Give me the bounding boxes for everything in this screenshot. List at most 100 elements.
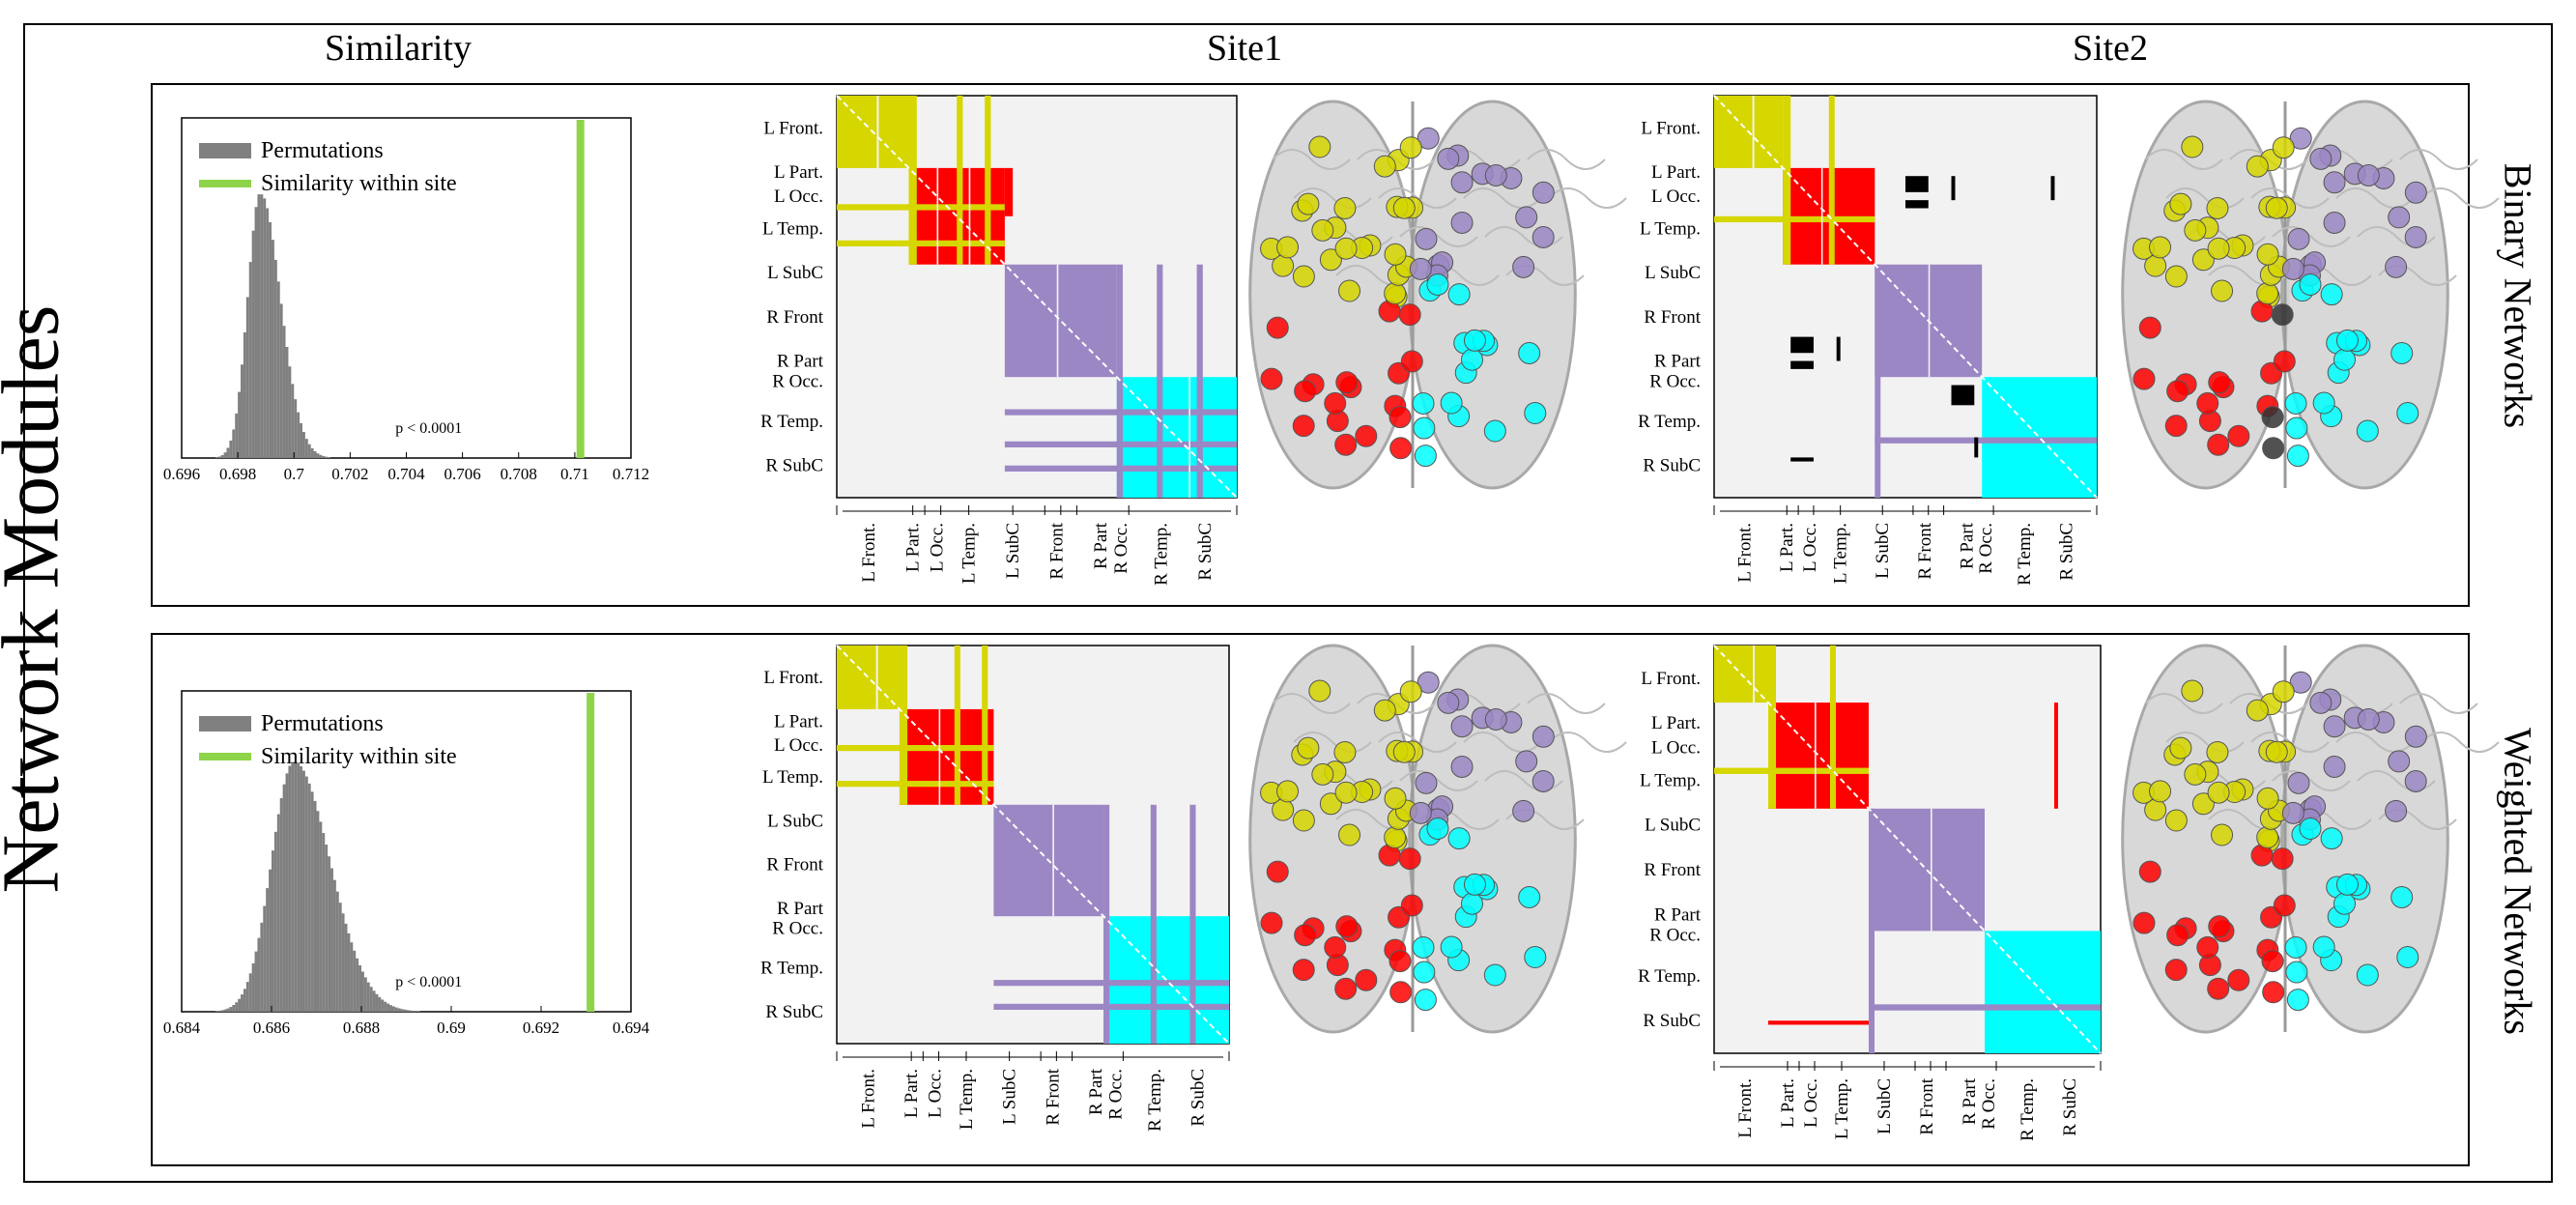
row-module-label: R Occ. [772,919,823,939]
row-module-label: R Temp. [760,959,823,979]
histogram-bar [397,1008,401,1012]
histogram-bar [341,913,345,1012]
brain-gyrus [1399,226,1478,247]
brain-node [2196,391,2219,415]
brain-gyrus [1293,732,1372,753]
column-module-label: R Temp. [2018,1078,2038,1141]
histogram-bar [381,999,385,1012]
brain-node [2208,371,2231,394]
histogram-bar [273,831,277,1012]
column-title-site1: Site1 [1206,28,1283,69]
matrix-diagonal [836,645,1230,1045]
column-module-label: L Front. [858,1069,878,1129]
brain-node [2286,989,2309,1012]
histogram-bar [322,833,326,1012]
brain-node [2323,171,2346,194]
brain-node [2323,211,2346,234]
histogram-bar [356,958,359,1012]
histogram-bar [316,453,320,458]
matrix-diagonal [1713,95,2098,499]
brain-node [2323,715,2346,738]
between-site-mark [2054,703,2058,809]
between-site-mark [1905,200,1929,209]
histogram-bar [238,998,242,1012]
brain-node [2261,406,2284,429]
between-site-mark [1836,336,1841,361]
histogram-bar [394,1007,398,1012]
brain-gyrus [1463,732,1542,753]
histogram-bar [248,262,252,458]
module-gap [1753,646,1755,703]
histogram-bar [391,1006,395,1012]
p-value-label: p < 0.0001 [395,974,462,990]
brain-node [2320,827,2343,850]
brain-node [2404,769,2427,792]
brain-node [1384,282,1407,305]
row-module-label: L Occ. [1651,186,1701,207]
brain-node [2289,671,2312,694]
brain-node [1412,391,1435,415]
histogram-bar [316,811,320,1012]
module-gap [1188,377,1190,498]
histogram-bar [235,413,239,458]
histogram-bar [245,982,249,1012]
legend-swatch-permutations [199,716,251,732]
legend-swatch-similarity [199,753,251,760]
x-tick-label: 0.71 [560,465,589,483]
x-tick-label: 0.692 [523,1019,559,1037]
brain-node [2196,935,2219,959]
module-stripe [837,204,1005,211]
histogram-bar [215,1011,218,1012]
histogram-bar [251,962,255,1012]
histogram-bar [220,1010,224,1012]
row-module-label: R SubC [1643,1011,1701,1031]
histogram-bar [366,982,370,1012]
brain-node [1308,135,1331,158]
column-module-label: L Occ. [928,523,948,572]
brain-node [2396,946,2419,969]
brain-node [1463,873,1486,896]
histogram-bar [301,431,305,458]
histogram-bar [384,1001,387,1012]
brain-node [1450,715,1474,738]
brain-node [2357,707,2380,731]
brain-node [1373,155,1396,178]
between-site-mark [1974,437,1979,458]
brain-node [1450,211,1474,234]
histogram-axes [181,690,632,1013]
x-tick-label: 0.7 [284,465,305,483]
brain-node [2265,196,2288,219]
histogram-bar [288,366,292,458]
brain-node [1413,961,1436,984]
brain-node [1308,679,1331,703]
x-tick-label: 0.686 [253,1019,290,1037]
histogram-bar [241,364,243,458]
histogram-bar [300,422,302,458]
histogram-bar [263,198,267,458]
brain-node [2333,892,2357,915]
brain-node [2281,257,2304,280]
p-value-label: p < 0.0001 [395,420,462,437]
brain-gyrus [2165,187,2245,209]
row-module-label: L Occ. [1651,738,1701,759]
brain-node [2273,894,2296,917]
row-module-label: L SubC [767,811,823,831]
row-module-label: L SubC [767,263,823,283]
brain-node [2211,823,2234,846]
brain-node [1400,894,1423,917]
column-module-label: R Temp. [1151,523,1171,586]
between-site-mark [1905,176,1929,192]
brain-node [2246,699,2269,722]
column-module-label: L SubC [1000,1069,1020,1125]
brain-node [1484,707,1507,731]
brain-gyrus [2165,732,2245,753]
module-stripe [1714,767,1869,774]
brain-node [1450,171,1474,194]
brain-node [2385,255,2408,278]
brain-node [1437,147,1460,170]
brain-node [2356,419,2379,443]
row-module-label: R SubC [1643,456,1701,476]
column-module-label: R Front [1915,522,1935,579]
row-module-label: L Temp. [762,218,823,239]
